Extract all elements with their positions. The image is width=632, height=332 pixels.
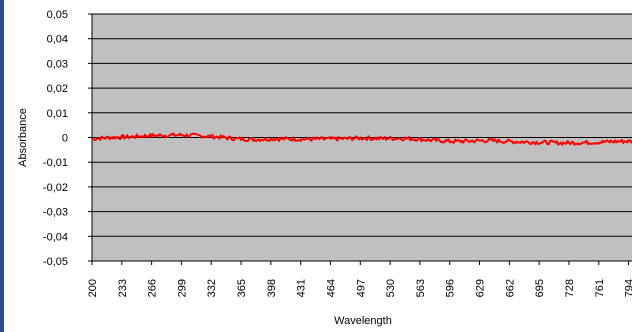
line-chart: 0,05 0,04 0,03 0,02 0,01 0 -0,01 -0,02 -0,03 -0,0…: [17, 9, 632, 327]
y-axis-title: Absorbance: [17, 108, 29, 167]
x-tick-label: 695: [534, 279, 546, 297]
y-tick-label: -0,05: [43, 256, 68, 268]
x-tick-label: 398: [266, 279, 278, 297]
y-tick-label: -0,04: [43, 231, 68, 243]
x-tick-label: 563: [415, 279, 427, 297]
x-tick-label: 497: [355, 279, 367, 297]
x-tick-label: 464: [325, 279, 337, 297]
x-tick-label: 629: [475, 279, 487, 297]
x-tick-label: 200: [87, 279, 99, 297]
x-axis-title: Wavelength: [334, 315, 392, 327]
y-tick-label: 0,04: [47, 34, 68, 46]
x-tick-label: 266: [147, 279, 159, 297]
y-tick-label: -0,02: [43, 182, 68, 194]
y-tick-label: 0,01: [47, 108, 68, 120]
y-tick-label: -0,03: [43, 207, 68, 219]
x-tick-labels: 200 233 266 299 332 365 398 431 464 497 530 563 596 6…: [87, 261, 632, 297]
x-tick-label: 299: [176, 279, 188, 297]
x-tick-label: 332: [206, 279, 218, 297]
x-tick-label: 530: [385, 279, 397, 297]
y-tick-label: 0,05: [47, 9, 68, 21]
x-tick-label: 596: [445, 279, 457, 297]
x-tick-label: 728: [564, 279, 576, 297]
x-tick-label: 662: [504, 279, 516, 297]
y-tick-label: 0,03: [47, 58, 68, 70]
y-tick-label: -0,01: [43, 157, 68, 169]
x-tick-label: 431: [296, 279, 308, 297]
x-tick-label: 233: [117, 279, 129, 297]
y-tick-label: 0: [62, 133, 68, 145]
y-tick-label: 0,02: [47, 83, 68, 95]
x-tick-label: 365: [236, 279, 248, 297]
x-tick-label: 794: [624, 279, 632, 297]
axes: [91, 14, 632, 262]
x-tick-label: 761: [594, 279, 606, 297]
y-tick-labels: 0,05 0,04 0,03 0,02 0,01 0 -0,01 -0,02 -0,03 -0,0…: [43, 9, 68, 268]
absorbance-series-line: [91, 132, 632, 146]
